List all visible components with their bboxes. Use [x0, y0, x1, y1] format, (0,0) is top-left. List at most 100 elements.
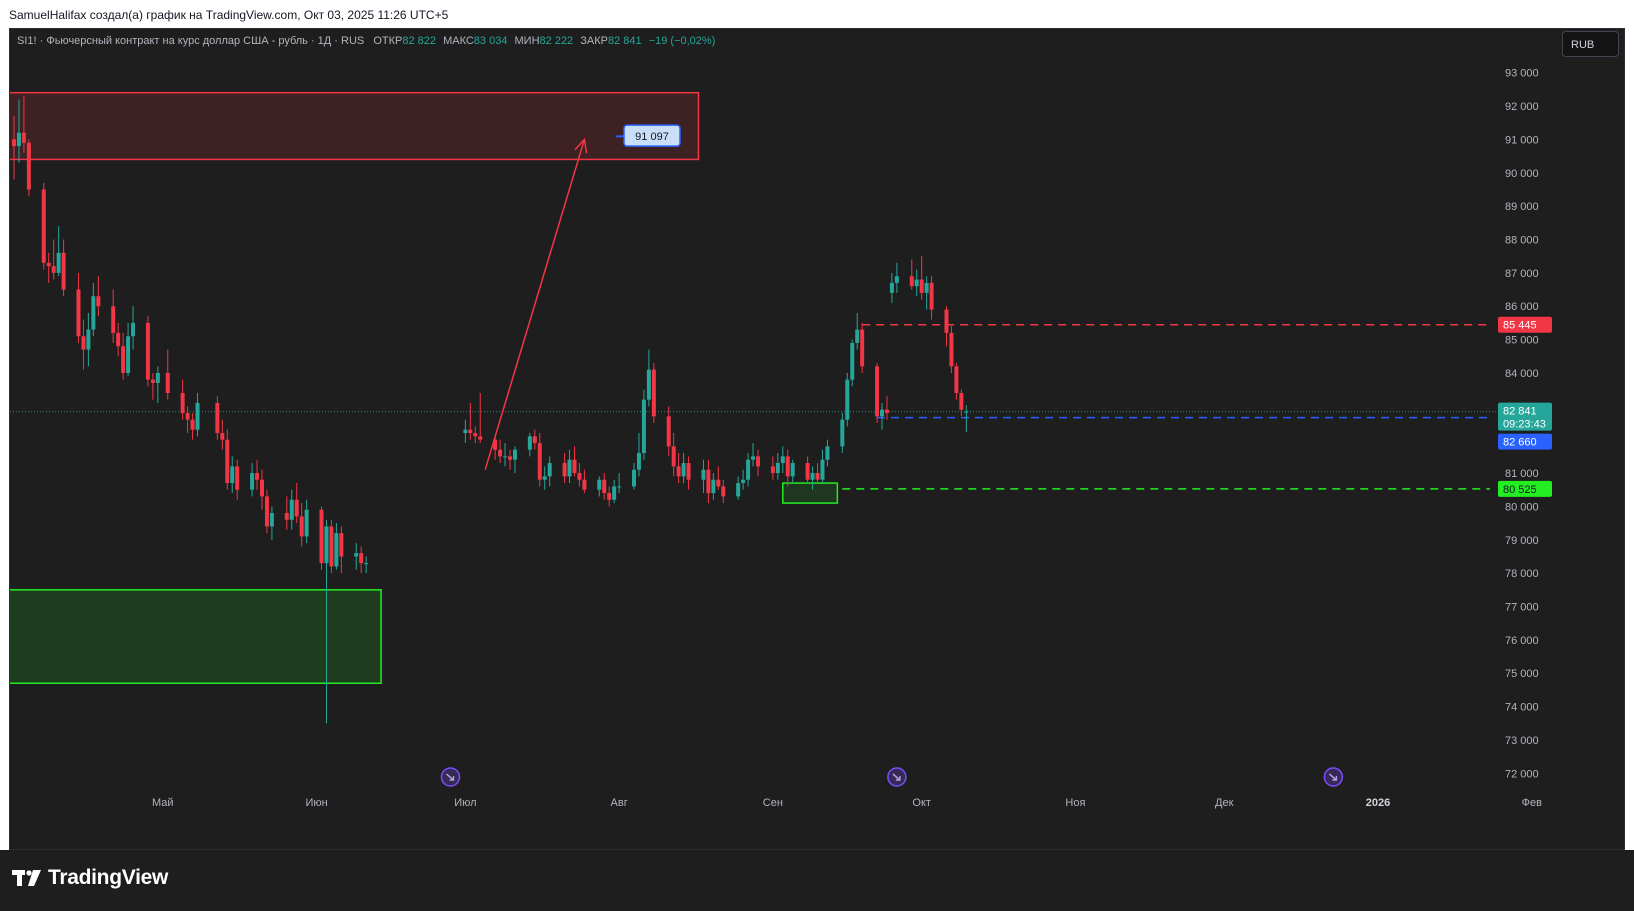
y-tick-label: 76 000 [1505, 635, 1539, 647]
x-tick-label: Июн [305, 797, 327, 809]
candle-body [954, 366, 959, 393]
candle-body [527, 436, 532, 450]
callout-box[interactable] [623, 124, 681, 147]
symbol-legend[interactable]: SI1! · Фьючерсный контракт на курс долла… [17, 35, 715, 47]
candle-body [701, 469, 706, 480]
candle-body [61, 252, 66, 290]
symbol-line: SI1! · Фьючерсный контракт на курс долла… [17, 35, 365, 47]
event-marker-glyph [1328, 773, 1338, 781]
y-tick-label: 75 000 [1505, 668, 1539, 680]
y-tick-label: 73 000 [1505, 735, 1539, 747]
candle-body [81, 336, 86, 350]
candle-body [959, 392, 964, 410]
currency-button[interactable]: RUB [1562, 31, 1619, 57]
candle-body [512, 449, 517, 460]
candle-body [542, 476, 547, 480]
candle-body [121, 346, 126, 373]
candle-body [721, 486, 726, 497]
y-tick-label: 85 000 [1505, 335, 1539, 347]
x-tick-label: Дек [1215, 797, 1234, 809]
candle-body [180, 392, 185, 413]
event-marker-glyph [892, 773, 901, 781]
y-tick-label: 80 000 [1505, 501, 1539, 513]
chart-frame[interactable] [9, 28, 1625, 850]
candle-body [567, 459, 572, 477]
candle-body [815, 473, 820, 480]
candle-body [225, 439, 230, 484]
candle-body [26, 142, 31, 190]
candle-body [532, 436, 537, 444]
candle-body [790, 463, 795, 477]
candle-body [845, 379, 850, 420]
candle-body [805, 463, 810, 480]
candle-body [924, 282, 929, 293]
candle-body [354, 553, 359, 557]
y-tick-label: 87 000 [1505, 268, 1539, 280]
candle-body [269, 513, 274, 527]
candle-body [131, 322, 136, 337]
support-zone[interactable] [9, 589, 382, 684]
candle-body [537, 443, 542, 480]
candle-body [145, 322, 150, 380]
candle-body [636, 453, 641, 470]
candle-body [681, 463, 686, 477]
x-tick-label: 2026 [1366, 797, 1390, 809]
candle-body [304, 509, 309, 537]
candle-body [289, 499, 294, 520]
candle-body [324, 526, 329, 564]
small-support-zone[interactable] [782, 482, 839, 504]
candle-body [230, 466, 235, 484]
high-label: МАКС [443, 35, 474, 47]
resistance-zone[interactable] [9, 91, 700, 161]
footer-bar [0, 850, 1634, 911]
candle-body [602, 479, 607, 494]
candle-body [284, 513, 289, 520]
candle-body [96, 296, 101, 307]
price-label-0: 85 445 [1503, 320, 1537, 332]
candle-body [612, 486, 617, 500]
candle-body [190, 419, 195, 430]
x-tick-label: Авг [611, 797, 628, 809]
x-tick-label: Май [152, 797, 174, 809]
candle-body [756, 456, 760, 467]
candle-body [666, 416, 671, 447]
price-chart[interactable]: 91 097 72 000 73 000 74 000 75 000 76 000 77 … [0, 0, 1634, 850]
candle-body [711, 479, 716, 494]
candle-body [572, 459, 577, 474]
candle-body [884, 409, 889, 413]
y-tick-label: 93 000 [1505, 68, 1539, 80]
candle-body [260, 479, 264, 497]
candle-body [825, 446, 830, 460]
candle-body [329, 526, 334, 567]
y-tick-label: 92 000 [1505, 101, 1539, 113]
candle-body [498, 449, 503, 457]
candle-body [641, 399, 646, 454]
trend-arrow[interactable] [484, 139, 586, 470]
candle-body [780, 456, 785, 464]
open-value: 82 822 [402, 35, 436, 47]
tradingview-logo-icon [12, 870, 42, 886]
candle-body [597, 479, 602, 490]
candle-body [547, 463, 552, 477]
candle-body [46, 262, 51, 267]
candle-body [359, 553, 364, 564]
tradingview-logo[interactable]: TradingView [12, 866, 168, 890]
candle-body [632, 469, 636, 487]
top-caption-bar: SamuelHalifax создал(а) график на Tradin… [0, 0, 1634, 28]
event-marker-glyph [445, 773, 455, 781]
publish-caption: SamuelHalifax создал(а) график на Tradin… [9, 8, 449, 22]
y-tick-label: 88 000 [1505, 235, 1539, 247]
candle-body [339, 533, 344, 557]
candle-body [875, 366, 880, 417]
y-tick-label: 86 000 [1505, 301, 1539, 313]
candle-body [111, 306, 116, 333]
open-label: ОТКР [373, 35, 403, 47]
candle-body [503, 456, 508, 458]
candle-body [185, 412, 190, 420]
y-tick-label: 77 000 [1505, 602, 1539, 614]
brand-name: TradingView [48, 866, 169, 889]
candle-body [264, 496, 269, 527]
low-label: МИН [514, 35, 540, 47]
price-label-2-bg [1498, 480, 1552, 497]
candle-body [775, 463, 780, 474]
